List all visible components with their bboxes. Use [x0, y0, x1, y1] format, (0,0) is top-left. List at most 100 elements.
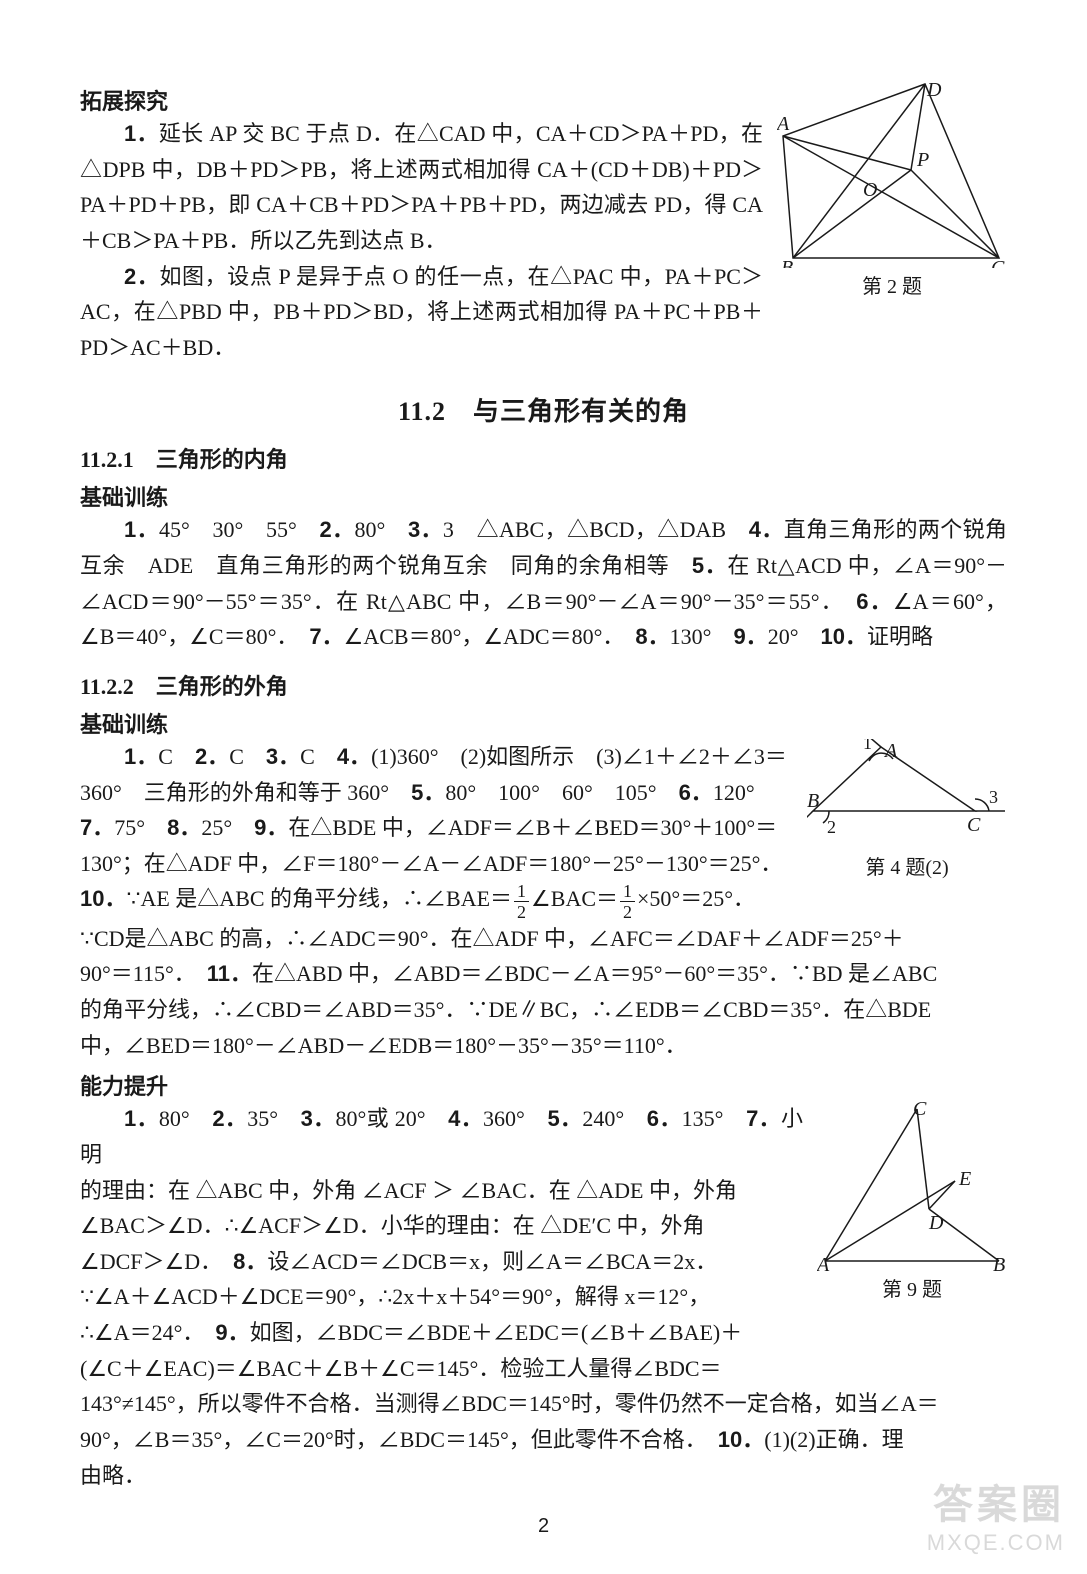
nengli-l4a: ∠DCF＞∠D．	[80, 1249, 233, 1274]
s1122-6: 6．	[679, 780, 713, 805]
s1121-10a: 证	[867, 624, 889, 649]
s1122-10: 10．	[80, 886, 126, 911]
svg-text:A: A	[817, 1254, 830, 1271]
watermark-url: MXQE.COM	[927, 1530, 1065, 1556]
s1122-8t: 25°	[201, 815, 254, 840]
s1122-title: 11.2.2 三角形的外角	[80, 669, 1007, 701]
q-num: 5．	[547, 1106, 582, 1131]
q-text: (1)360° (2)如图所示 (3)∠1＋∠2＋∠3＝	[371, 744, 787, 769]
svg-text:P: P	[916, 149, 929, 171]
q1-num: 1．	[124, 121, 159, 146]
nengli-10: 10．	[718, 1427, 764, 1452]
s1121-6t: ∠A＝	[893, 589, 953, 614]
s1122-10a: ∵AE 是△ABC 的角平分线，∴∠BAE＝	[126, 886, 512, 911]
q1-text: 延长 AP 交 BC 于点 D．在△CAD 中，CA＋CD＞PA＋PD，在△DP…	[80, 121, 763, 253]
s1122-p2: 360° 三角形的外角和等于 360°	[80, 780, 411, 805]
q-text: 360°	[483, 1106, 547, 1131]
fraction-half-1: 12	[514, 882, 529, 921]
nengli-l2: 的理由：在 △ABC 中，外角 ∠ACF ＞ ∠BAC．在 △ADE 中，外角	[80, 1173, 803, 1209]
s1122-body4: 130°；在△ADF 中，∠F＝180°－∠A－∠ADF＝180°－25°－13…	[80, 846, 793, 882]
q2-num: 2．	[124, 264, 159, 289]
s1122-6t: 120°	[713, 780, 755, 805]
s1121-8: 8．	[635, 624, 669, 649]
nengli-l1: 1．80° 2．35° 3．80°或 20° 4．360° 5．240° 6．1…	[80, 1101, 803, 1172]
s1122-body2: 360° 三角形的外角和等于 360° 5．80° 100° 60° 105° …	[80, 775, 793, 811]
s1121-5t: 在 Rt△ACD 中，∠A＝	[727, 553, 954, 578]
s1121-4: 4．	[749, 517, 784, 542]
q-num: 1．	[124, 744, 158, 769]
s1121-9t: 20°	[768, 624, 821, 649]
svg-text:D: D	[926, 79, 942, 101]
nengli-l8: 143°≠145°，所以零件不合格．当测得∠BDC＝145°时，零件仍然不一定合…	[80, 1386, 1007, 1422]
q-text: 240°	[582, 1106, 646, 1131]
s1122-body8: 的角平分线，∴∠CBD＝∠ABD＝35°．∵DE∥BC，∴∠EDB＝∠CBD＝3…	[80, 992, 1007, 1028]
s1121-7t: ∠ACB＝80°，∠ADC＝80°．	[344, 624, 636, 649]
figure-9-box: A B C D E 第 9 题	[817, 1101, 1007, 1302]
nengli-8: 8．	[233, 1249, 267, 1274]
s1122-10c: ×50°＝25°．	[637, 886, 755, 911]
q-num: 6．	[647, 1106, 682, 1131]
figure-4-box: A B C 1 2 3 第 4 题(2)	[807, 739, 1007, 880]
s1121-3: 3．	[408, 517, 443, 542]
s1122-body1: 1．C 2．C 3．C 4．(1)360° (2)如图所示 (3)∠1＋∠2＋∠…	[80, 739, 793, 775]
nengli-l4: ∠DCF＞∠D． 8．设∠ACD＝∠DCB＝x，则∠A＝∠BCA＝2x．	[80, 1244, 803, 1280]
nengli-l6: ∴∠A＝24°． 9．如图，∠BDC＝∠BDE＋∠EDC＝(∠B＋∠BAE)＋	[80, 1315, 803, 1351]
tuozhan-q2: 2．如图，设点 P 是异于点 O 的任一点，在△PAC 中，PA＋PC＞AC，在…	[80, 259, 763, 366]
svg-text:B: B	[993, 1254, 1005, 1271]
s1121-4t: 直角三角形的两个锐	[784, 517, 985, 542]
figure-4-caption: 第 4 题(2)	[865, 851, 948, 880]
s1122-9: 9．	[254, 815, 288, 840]
q-num: 4．	[337, 744, 371, 769]
s1121-1t: 45° 30° 55°	[159, 517, 320, 542]
q-num: 2．	[212, 1106, 247, 1131]
figure-4-svg: A B C 1 2 3	[807, 739, 1007, 849]
s1121-body: 1．45° 30° 55° 2．80° 3．3 △ABC，△BCD，△DAB 4…	[80, 512, 1007, 655]
nengli-heading: 能力提升	[80, 1069, 1007, 1101]
q-text: 80°	[159, 1106, 212, 1131]
s1122-5: 5．	[411, 780, 445, 805]
s1122-8: 8．	[167, 815, 201, 840]
s1122-jichu: 基础训练	[80, 707, 1007, 739]
nengli-l7: (∠C＋∠EAC)＝∠BAC＋∠B＋∠C＝145°．检验工人量得∠BDC＝	[80, 1351, 803, 1387]
nengli-10t: (1)(2)正确．理	[764, 1427, 903, 1452]
q-num: 4．	[448, 1106, 483, 1131]
q-num: 1．	[124, 1106, 159, 1131]
q-num: 3．	[266, 744, 300, 769]
s1121-title: 11.2.1 三角形的内角	[80, 442, 1007, 474]
tuozhan-heading: 拓展探究	[80, 84, 763, 116]
tuozhan-q1: 1．延长 AP 交 BC 于点 D．在△CAD 中，CA＋CD＞PA＋PD，在△…	[80, 116, 763, 259]
s1122-body6: ∵CD是△ABC 的高，∴∠ADC＝90°．在△ADF 中，∠AFC＝∠DAF＋…	[80, 921, 1007, 957]
nengli-l3: ∠BAC＞∠D．∴∠ACF＞∠D．小华的理由：在 △DE′C 中，外角	[80, 1208, 803, 1244]
q-num: 2．	[195, 744, 229, 769]
q2-text: 如图，设点 P 是异于点 O 的任一点，在△PAC 中，PA＋PC＞AC，在△P…	[80, 264, 763, 360]
nengli-l9a: 90°，∠B＝35°，∠C＝20°时，∠BDC＝145°，但此零件不合格．	[80, 1427, 718, 1452]
q-text: C	[229, 744, 266, 769]
svg-text:B: B	[807, 790, 819, 812]
s1121-10b: 明略	[889, 624, 933, 649]
nengli-l10: 由略．	[80, 1458, 1007, 1494]
s1121-9: 9．	[733, 624, 767, 649]
s1121-2t: 80°	[354, 517, 408, 542]
svg-text:E: E	[958, 1168, 971, 1190]
svg-text:C: C	[967, 814, 981, 836]
figure-2-caption: 第 2 题	[862, 270, 922, 299]
nengli-8t: 设∠ACD＝∠DCB＝x，则∠A＝∠BCA＝2x．	[267, 1249, 717, 1274]
q-num: 3．	[301, 1106, 336, 1131]
svg-text:1: 1	[863, 739, 872, 753]
s1121-jichu: 基础训练	[80, 480, 1007, 512]
s1122-body5: 10．∵AE 是△ABC 的角平分线，∴∠BAE＝12∠BAC＝12×50°＝2…	[80, 881, 1007, 920]
q-text: 135°	[682, 1106, 746, 1131]
q-text: 80°或 20°	[336, 1106, 449, 1131]
svg-text:3: 3	[989, 787, 998, 807]
section-11-2-title: 11.2 与三角形有关的角	[80, 391, 1007, 428]
nengli-l9: 90°，∠B＝35°，∠C＝20°时，∠BDC＝145°，但此零件不合格． 10…	[80, 1422, 1007, 1458]
s1122-11t: 在△ABD 中，∠ABD＝∠BDC－∠A＝95°－60°＝35°．∵BD 是∠A…	[252, 961, 937, 986]
svg-text:O: O	[863, 179, 877, 201]
q-text: 35°	[247, 1106, 300, 1131]
q-text: C	[158, 744, 195, 769]
q-num: 7．	[746, 1106, 781, 1131]
nengli-9: 9．	[215, 1320, 249, 1345]
figure-9-caption: 第 9 题	[882, 1273, 942, 1302]
s1122-7t: 75°	[114, 815, 167, 840]
s1122-5t: 80° 100° 60° 105°	[445, 780, 678, 805]
